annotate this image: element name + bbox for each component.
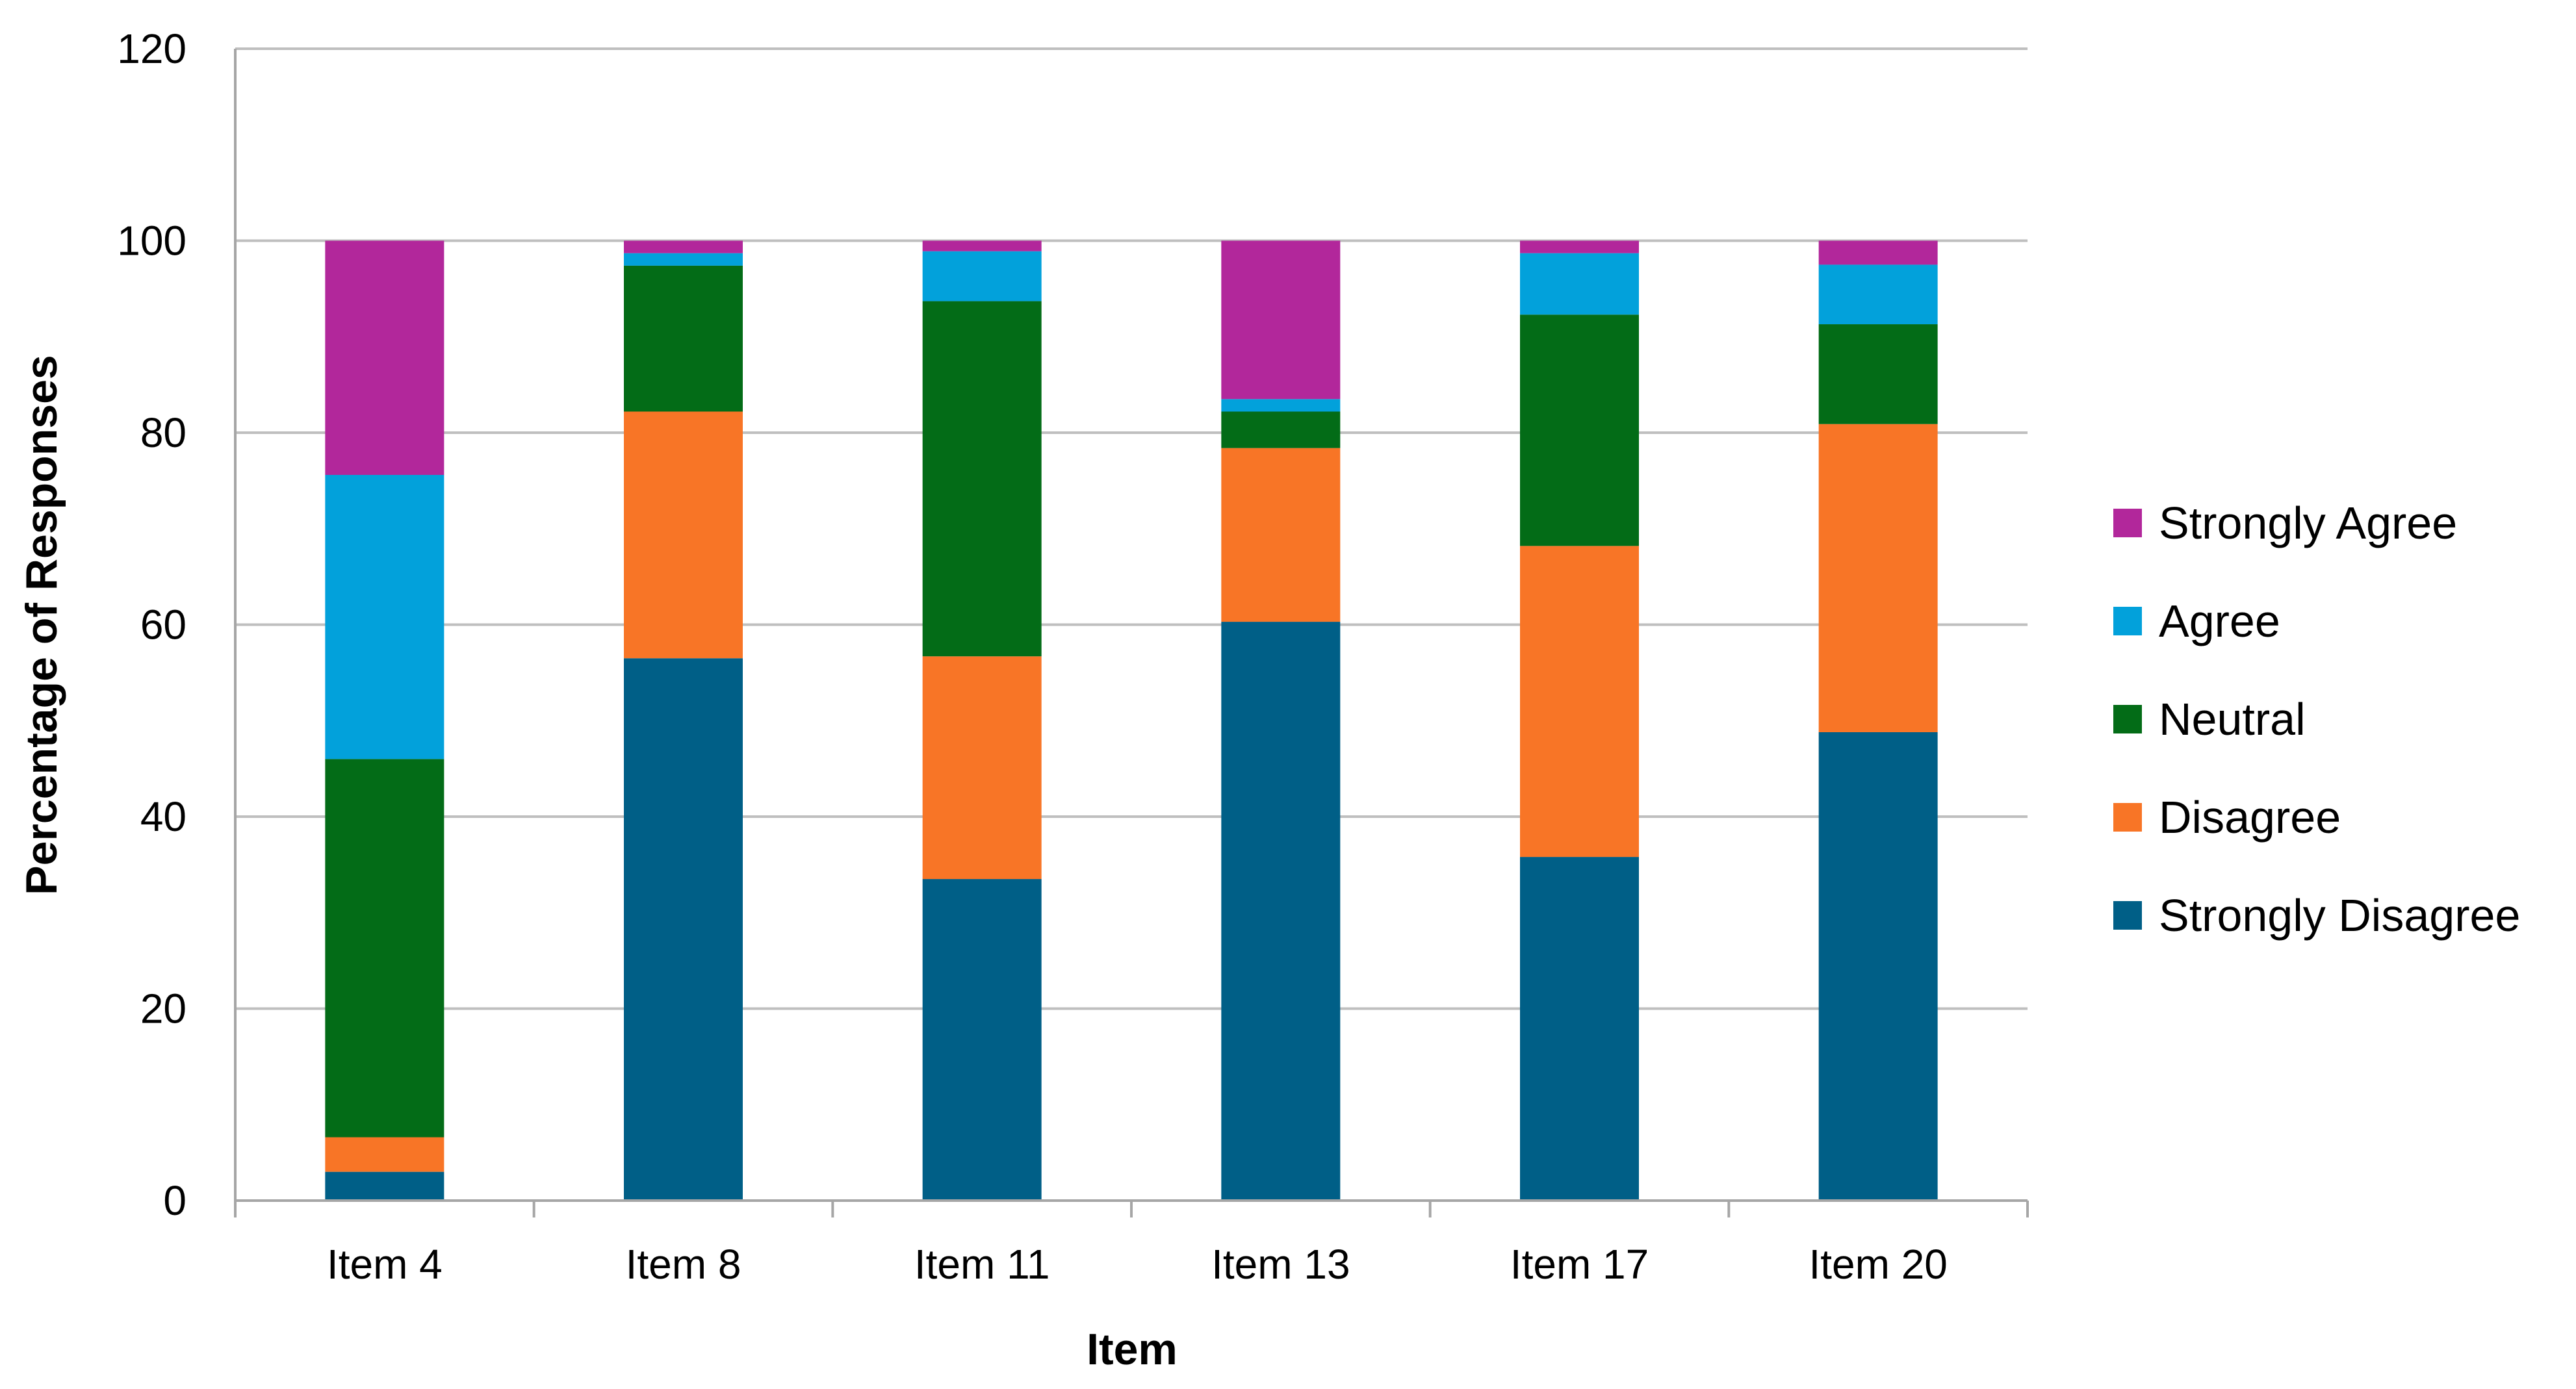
bar-segment-strongly-disagree — [325, 1171, 444, 1201]
legend-label: Disagree — [2159, 792, 2341, 843]
bar-segment-disagree — [624, 411, 743, 659]
x-tick-label: Item 4 — [327, 1241, 443, 1288]
y-tick-label: 40 — [140, 793, 187, 840]
bar-stack-item-20 — [1818, 240, 1938, 1201]
x-tick-labels: Item 4 Item 8 Item 11 Item 13 Item 17 Item 20 — [327, 1241, 1948, 1288]
bar-segment-neutral — [1520, 314, 1639, 546]
legend-item-strongly-disagree: Strongly Disagree — [2113, 890, 2520, 941]
legend-label: Strongly Disagree — [2159, 890, 2520, 941]
y-tick-label: 20 — [140, 986, 187, 1032]
bar-segment-strongly-agree — [624, 240, 743, 253]
y-tick-label: 100 — [117, 218, 187, 264]
bar-segment-strongly-agree — [1818, 240, 1938, 265]
bar-segment-agree — [624, 253, 743, 266]
axes — [234, 49, 2029, 1217]
bar-segment-agree — [1520, 253, 1639, 315]
bar-segment-strongly-agree — [922, 240, 1042, 251]
legend-swatch — [2113, 607, 2142, 635]
x-tick-label: Item 11 — [914, 1241, 1050, 1288]
bar-segment-strongly-disagree — [624, 658, 743, 1201]
x-tick-label: Item 17 — [1510, 1241, 1649, 1288]
legend-item-neutral: Neutral — [2113, 694, 2306, 745]
y-tick-label: 80 — [140, 409, 187, 456]
legend-item-agree: Agree — [2113, 596, 2280, 646]
x-tick-label: Item 20 — [1809, 1241, 1947, 1288]
gridlines — [235, 47, 2028, 1010]
bar-stack-item-4 — [325, 240, 444, 1201]
y-tick-label: 60 — [140, 602, 187, 648]
bar-segment-strongly-disagree — [1221, 622, 1341, 1201]
y-axis-title: Percentage of Responses — [17, 355, 66, 895]
legend-swatch — [2113, 509, 2142, 537]
bar-segment-strongly-disagree — [1818, 732, 1938, 1201]
bar-segment-neutral — [922, 301, 1042, 657]
legend-swatch — [2113, 803, 2142, 832]
bar-segment-neutral — [624, 265, 743, 412]
bar-segment-disagree — [1818, 424, 1938, 732]
bar-segment-neutral — [325, 759, 444, 1138]
legend-label: Agree — [2159, 596, 2280, 646]
x-axis-title: Item — [1087, 1325, 1178, 1374]
bar-segment-agree — [1818, 264, 1938, 325]
x-tick-label: Item 8 — [626, 1241, 741, 1288]
legend-label: Neutral — [2159, 694, 2306, 745]
legend: Strongly Agree Agree Neutral Disagree Strong… — [2113, 498, 2520, 941]
legend-item-strongly-agree: Strongly Agree — [2113, 498, 2457, 548]
bar-segment-disagree — [325, 1137, 444, 1172]
legend-item-disagree: Disagree — [2113, 792, 2341, 843]
bar-segment-strongly-disagree — [922, 879, 1042, 1201]
bar-segment-agree — [1221, 399, 1341, 412]
y-tick-label: 120 — [117, 25, 187, 72]
x-tick-label: Item 13 — [1211, 1241, 1350, 1288]
bar-stack-item-17 — [1520, 240, 1639, 1201]
bar-segment-disagree — [922, 656, 1042, 880]
bar-stacks — [325, 240, 1938, 1201]
bar-segment-agree — [325, 475, 444, 759]
bar-segment-strongly-disagree — [1520, 857, 1639, 1201]
bar-segment-strongly-agree — [325, 240, 444, 476]
bar-segment-strongly-agree — [1520, 240, 1639, 253]
legend-label: Strongly Agree — [2159, 498, 2457, 548]
legend-swatch — [2113, 705, 2142, 733]
bar-segment-neutral — [1818, 324, 1938, 424]
bar-segment-disagree — [1221, 448, 1341, 622]
bar-segment-disagree — [1520, 546, 1639, 858]
bar-stack-item-11 — [922, 240, 1042, 1201]
y-tick-labels: 0 20 40 60 80 100 120 — [117, 25, 187, 1224]
bar-stack-item-13 — [1221, 240, 1341, 1201]
y-tick-label: 0 — [163, 1177, 187, 1224]
bar-segment-strongly-agree — [1221, 240, 1341, 400]
bar-stack-item-8 — [624, 240, 743, 1201]
bar-segment-agree — [922, 251, 1042, 301]
bar-segment-neutral — [1221, 411, 1341, 448]
legend-swatch — [2113, 901, 2142, 930]
